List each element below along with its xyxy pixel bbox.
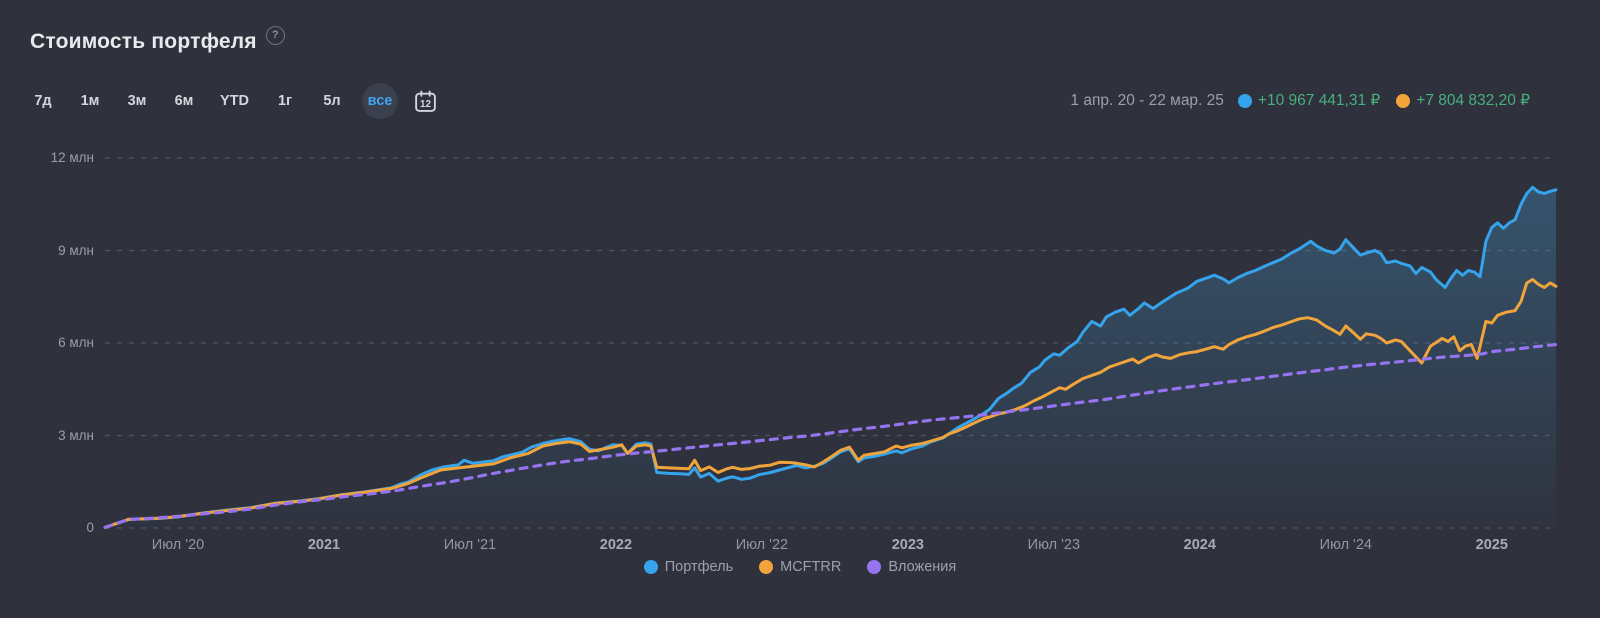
x-axis-tick: 2023 [891, 537, 924, 553]
x-axis-tick: 2022 [599, 537, 633, 553]
benchmark-dot-icon [1396, 93, 1411, 108]
panel-header: Стоимость портфеля ? [30, 26, 285, 54]
calendar-icon: 12 [414, 90, 436, 112]
x-axis-tick: Июл '22 [735, 537, 789, 553]
range-button-3m[interactable]: 3м [120, 84, 154, 118]
benchmark-legend-dot-icon [759, 560, 774, 574]
calendar-button[interactable]: 12 [408, 84, 442, 118]
y-axis-tick: 6 млн [58, 335, 94, 350]
chart-legend: Портфель MCFTRR Вложения [0, 559, 1600, 575]
legend-item-mcftrr[interactable]: MCFTRR [759, 559, 841, 575]
y-axis-tick: 3 млн [58, 427, 94, 443]
range-button-ytd[interactable]: YTD [214, 84, 255, 118]
portfolio-dot-icon [1237, 93, 1252, 108]
page-title: Стоимость портфеля [30, 30, 257, 53]
svg-text:12: 12 [420, 99, 431, 110]
x-axis-tick: Июл '24 [1319, 537, 1372, 553]
legend-label-invested: Вложения [888, 559, 957, 575]
range-button-6m[interactable]: 6м [167, 84, 201, 118]
help-icon[interactable]: ? [265, 26, 285, 45]
portfolio-gain-value: +10 967 441,31 ₽ [1257, 92, 1381, 109]
portfolio-legend-dot-icon [643, 560, 658, 574]
x-axis-tick: 2025 [1475, 537, 1508, 553]
x-axis-tick: 2024 [1183, 537, 1216, 553]
range-button-1m[interactable]: 1м [73, 84, 107, 118]
legend-label-mcftrr: MCFTRR [780, 559, 842, 575]
range-toolbar: 7д 1м 3м 6м YTD 1г 5л все 12 [26, 83, 442, 119]
summary-bar: 1 апр. 20 - 22 мар. 25 +10 967 441,31 ₽ … [1070, 91, 1530, 110]
legend-label-portfolio: Портфель [664, 559, 734, 575]
y-axis-tick: 12 млн [50, 150, 94, 165]
date-range-label: 1 апр. 20 - 22 мар. 25 [1070, 91, 1224, 109]
benchmark-gain-value: +7 804 832,20 ₽ [1416, 92, 1530, 109]
legend-item-portfolio[interactable]: Портфель [643, 559, 734, 575]
portfolio-area-fill [105, 187, 1556, 529]
range-button-5y[interactable]: 5л [315, 84, 349, 118]
x-axis-tick: Июл '23 [1027, 537, 1081, 553]
range-button-all[interactable]: все [362, 83, 398, 119]
invested-legend-dot-icon [867, 560, 882, 574]
y-axis-tick: 0 [86, 520, 94, 535]
x-axis-tick: Июл '20 [151, 537, 205, 553]
legend-item-invested[interactable]: Вложения [867, 559, 956, 575]
x-axis-tick: Июл '21 [443, 537, 497, 553]
range-button-7d[interactable]: 7д [26, 84, 60, 118]
y-axis-tick: 9 млн [58, 242, 94, 258]
x-axis-tick: 2021 [307, 537, 341, 553]
series-line-2 [103, 342, 1558, 530]
range-button-1y[interactable]: 1г [268, 84, 302, 118]
